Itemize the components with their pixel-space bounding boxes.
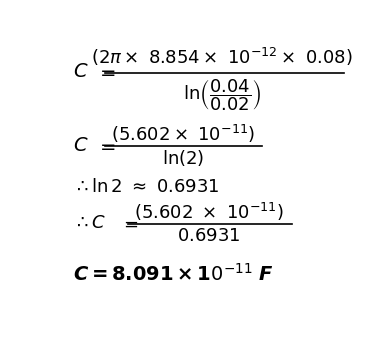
Text: $=$: $=$: [96, 62, 116, 81]
Text: $=$: $=$: [96, 136, 116, 155]
Text: $\ln(2)$: $\ln(2)$: [162, 148, 204, 168]
Text: $\ln\!\left(\dfrac{0.04}{0.02}\right)$: $\ln\!\left(\dfrac{0.04}{0.02}\right)$: [183, 77, 261, 113]
Text: $C$: $C$: [73, 136, 89, 155]
Text: $\boldsymbol{C = 8.091 \times 10^{-11}\ F}$: $\boldsymbol{C = 8.091 \times 10^{-11}\ …: [73, 263, 274, 285]
Text: $=$: $=$: [120, 214, 139, 233]
Text: $(5.602 \times\ 10^{-11})$: $(5.602 \times\ 10^{-11})$: [111, 123, 255, 146]
Text: $0.6931$: $0.6931$: [177, 226, 240, 245]
Text: $\therefore \ln 2\ \approx\ 0.6931$: $\therefore \ln 2\ \approx\ 0.6931$: [73, 178, 220, 196]
Text: $(2\pi \times\ 8.854 \times\ 10^{-12} \times\ 0.08)$: $(2\pi \times\ 8.854 \times\ 10^{-12} \t…: [91, 46, 353, 68]
Text: $C$: $C$: [73, 62, 89, 81]
Text: $\therefore C$: $\therefore C$: [73, 214, 106, 233]
Text: $(5.602\ \times\ 10^{-11})$: $(5.602\ \times\ 10^{-11})$: [134, 201, 283, 223]
